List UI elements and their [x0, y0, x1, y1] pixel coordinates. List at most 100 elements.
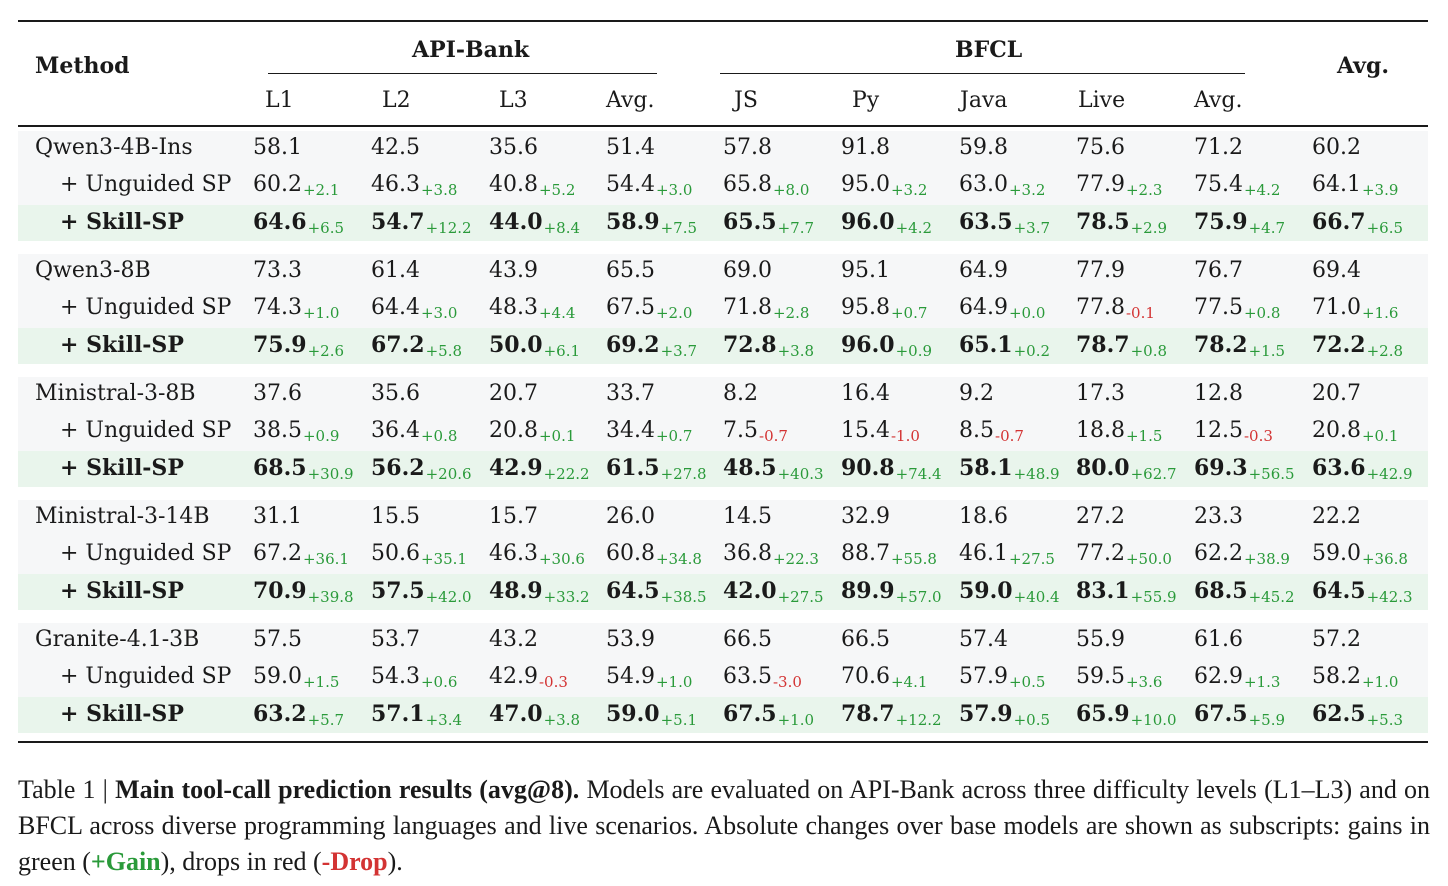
table-cell: 68.5+30.9 [253, 454, 354, 484]
column-header: Avg. [606, 88, 655, 113]
delta-drop: -0.3 [1243, 427, 1273, 445]
cell-value: 61.5 [606, 455, 660, 481]
table-cell: 90.8+74.4 [841, 454, 942, 484]
header-bottom-rule [18, 125, 1428, 127]
table-cell: 46.3+3.8 [371, 171, 457, 200]
cell-value: 42.9 [489, 664, 538, 689]
table-cell: 78.7+12.2 [841, 700, 942, 730]
table-cell: 36.8+22.3 [723, 540, 819, 569]
cell-value: 42.5 [371, 135, 420, 160]
table-cell: 57.9+0.5 [959, 663, 1045, 692]
table-cell: 96.0+0.9 [841, 331, 932, 361]
table-cell: 43.9 [489, 257, 538, 285]
cell-value: 62.9 [1194, 664, 1243, 689]
column-header: L1 [265, 88, 294, 113]
cell-value: 75.6 [1076, 135, 1125, 160]
cell-value: 91.8 [841, 135, 890, 160]
cell-value: 57.9 [959, 664, 1008, 689]
delta-gain: +1.5 [1248, 342, 1286, 360]
table-cell: 66.5 [723, 626, 772, 654]
delta-gain: +35.1 [420, 550, 467, 568]
cell-value: 66.5 [723, 627, 772, 652]
header-group-apibank: API-Bank [412, 37, 530, 63]
table-cell: 65.5 [606, 257, 655, 285]
table-cell: 59.5+3.6 [1076, 663, 1162, 692]
table-cell: 35.6 [489, 134, 538, 162]
table-cell: 64.5+38.5 [606, 577, 707, 607]
cell-value: 60.2 [253, 172, 302, 197]
delta-gain: +50.0 [1125, 550, 1172, 568]
delta-gain: +3.7 [660, 342, 698, 360]
delta-drop: -0.7 [995, 427, 1024, 445]
cell-value: 60.2 [1312, 135, 1361, 160]
table-cell: 53.9 [606, 626, 655, 654]
table-cell: 91.8 [841, 134, 890, 162]
cell-value: 66.7 [1312, 209, 1366, 235]
method-label: + Skill-SP [60, 701, 184, 727]
cell-value: 64.9 [959, 258, 1008, 283]
cell-value: 57.1 [371, 701, 425, 727]
cell-value: 96.0 [841, 332, 895, 358]
cell-value: 96.0 [841, 209, 895, 235]
cell-value: 62.5 [1312, 701, 1366, 727]
cell-value: 78.2 [1194, 332, 1248, 358]
caption-drop-label: -Drop [321, 847, 388, 876]
cell-value: 65.1 [959, 332, 1013, 358]
table-cell: 20.8+0.1 [489, 417, 575, 446]
delta-gain: +5.2 [538, 181, 576, 199]
table-cell: 54.4+3.0 [606, 171, 692, 200]
cell-value: 95.0 [841, 172, 890, 197]
cell-value: 32.9 [841, 504, 890, 529]
table-cell: 76.7 [1194, 257, 1243, 285]
delta-gain: +1.6 [1361, 304, 1399, 322]
cell-value: 20.7 [489, 381, 538, 406]
delta-gain: +1.0 [302, 304, 340, 322]
table-cell: 77.5+0.8 [1194, 294, 1280, 323]
row-bg [18, 377, 1428, 414]
table-cell: 31.1 [253, 503, 302, 531]
column-header: L2 [382, 88, 411, 113]
caption-title: Main tool-call prediction results (avg@8… [115, 775, 580, 804]
table-cell: 57.1+3.4 [371, 700, 462, 730]
delta-gain: +0.0 [1008, 304, 1046, 322]
row-bg [18, 660, 1428, 697]
cell-value: 43.9 [489, 258, 538, 283]
cell-value: 77.5 [1194, 295, 1243, 320]
delta-gain: +42.0 [425, 588, 472, 606]
cell-value: 75.4 [1194, 172, 1243, 197]
cell-value: 75.9 [1194, 209, 1248, 235]
method-label: + Unguided SP [60, 418, 232, 443]
cell-value: 16.4 [841, 381, 890, 406]
cell-value: 77.9 [1076, 172, 1125, 197]
cell-value: 40.8 [489, 172, 538, 197]
delta-gain: +38.5 [660, 588, 707, 606]
table-cell: 75.9+4.7 [1194, 208, 1285, 238]
cell-value: 27.2 [1076, 504, 1125, 529]
delta-gain: +0.8 [1130, 342, 1168, 360]
cell-value: 54.9 [606, 664, 655, 689]
table-cell: 59.8 [959, 134, 1008, 162]
header-group-bfcl: BFCL [955, 37, 1023, 63]
table-cell: 67.5+2.0 [606, 294, 692, 323]
row-bg [18, 623, 1428, 660]
table-cell: 59.0+5.1 [606, 700, 697, 730]
table-cell: 64.1+3.9 [1312, 171, 1398, 200]
cell-value: 68.5 [1194, 578, 1248, 604]
delta-gain: +2.1 [302, 181, 340, 199]
table-cell: 70.6+4.1 [841, 663, 927, 692]
highlight-row-bg [18, 574, 1428, 610]
cell-value: 36.4 [371, 418, 420, 443]
delta-gain: +3.0 [655, 181, 693, 199]
table-cell: 70.9+39.8 [253, 577, 354, 607]
delta-gain: +4.2 [895, 219, 933, 237]
table-cell: 72.8+3.8 [723, 331, 814, 361]
cell-value: 69.4 [1312, 258, 1361, 283]
table-cell: 60.8+34.8 [606, 540, 702, 569]
cell-value: 54.7 [371, 209, 425, 235]
table-bottom-rule [18, 741, 1428, 743]
delta-gain: +0.1 [1361, 427, 1399, 445]
cell-value: 58.1 [253, 135, 302, 160]
cell-value: 58.9 [606, 209, 660, 235]
table-cell: 64.6+6.5 [253, 208, 344, 238]
table-cell: 65.5+7.7 [723, 208, 814, 238]
